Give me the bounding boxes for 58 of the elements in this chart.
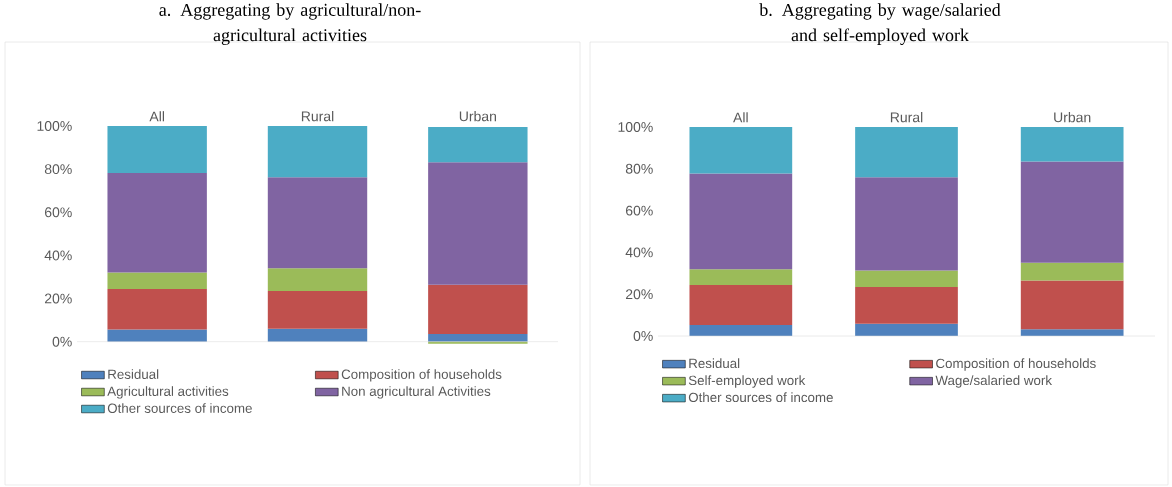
bar (1020, 280, 1124, 330)
legend-label: Agricultural activities (107, 386, 229, 399)
bar (1020, 161, 1124, 263)
bar (428, 333, 528, 342)
x-tick-label: All (149, 111, 165, 122)
bar (689, 127, 793, 174)
bar (267, 268, 368, 291)
bar (267, 328, 368, 342)
x-tick-label: Rural (301, 111, 334, 122)
bar (107, 173, 207, 273)
bar (428, 127, 528, 163)
legend-label: Self-employed work (688, 375, 806, 388)
bar (855, 127, 958, 178)
legend-label: Residual (108, 369, 159, 379)
bar (428, 284, 528, 334)
y-tick-label: 40% (44, 250, 72, 261)
bar (107, 289, 207, 330)
legend-label: Residual (689, 358, 740, 369)
legend-label: Non agricultural Activities (342, 386, 491, 399)
bar (1020, 329, 1124, 336)
y-tick-label: 80% (44, 164, 72, 175)
bar (267, 177, 368, 269)
chart-title: a. Aggregating by agricultural/non-agricultural activities (159, 3, 421, 45)
y-tick-label: 100% (37, 121, 72, 131)
bar (689, 173, 793, 270)
bar (855, 177, 958, 271)
legend-label: Other sources of income (107, 403, 252, 413)
y-tick-label: 0% (52, 336, 72, 347)
x-tick-label: Urban (1054, 112, 1091, 123)
chart-title: b. Aggregating by wage/salaried and self-employed work (759, 3, 1001, 45)
bar (689, 324, 793, 336)
y-tick-label: 60% (44, 207, 72, 218)
y-tick-label: 20% (44, 293, 72, 304)
bar (107, 329, 207, 342)
legend-label: Wage/salaried work (935, 375, 1053, 388)
bar (428, 162, 528, 285)
y-tick-label: 20% (625, 289, 653, 300)
y-tick-label: 40% (625, 247, 653, 258)
bar (1020, 127, 1124, 162)
y-tick-label: 80% (625, 163, 653, 174)
bar (1020, 262, 1124, 281)
bar (107, 272, 207, 290)
x-tick-label: Urban (459, 111, 496, 122)
legend-label: Composition of households (936, 358, 1096, 371)
bar (855, 286, 958, 324)
bar (267, 126, 368, 178)
legend-label: Composition of households (341, 369, 502, 382)
y-tick-label: 0% (633, 331, 653, 341)
x-tick-label: All (733, 112, 748, 123)
x-tick-label: Rural (890, 112, 923, 123)
bar (855, 270, 958, 287)
y-tick-label: 60% (625, 205, 653, 216)
y-tick-label: 100% (618, 122, 653, 132)
bar (107, 126, 207, 174)
legend-label: Other sources of income (688, 392, 833, 403)
bar (689, 269, 793, 285)
bar (689, 285, 793, 325)
bar (267, 291, 368, 329)
